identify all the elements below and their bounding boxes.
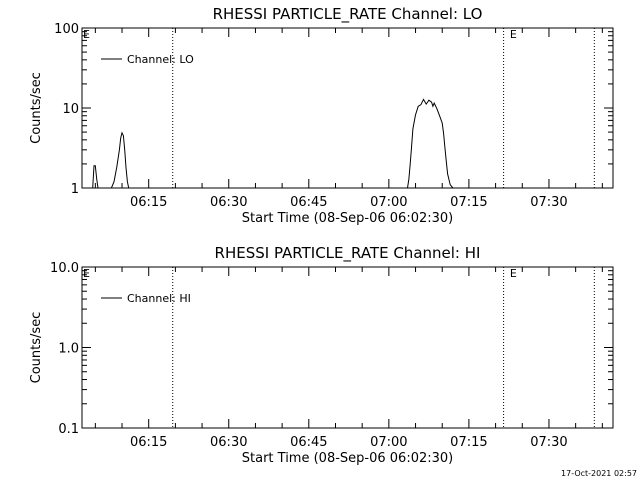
series-line-channel-lo — [92, 98, 454, 189]
x-tick-label: 07:30 — [530, 435, 567, 450]
x-tick-label: 06:45 — [290, 195, 327, 210]
x-tick-label: 06:30 — [210, 435, 247, 450]
eclipse-marker: E — [83, 28, 90, 41]
x-tick-label: 06:30 — [210, 195, 247, 210]
x-tick-label: 07:00 — [370, 435, 407, 450]
x-tick-label: 06:45 — [290, 435, 327, 450]
x-tick-label: 07:30 — [530, 195, 567, 210]
chart-title: RHESSI PARTICLE_RATE Channel: HI — [215, 244, 481, 263]
eclipse-marker: E — [510, 267, 517, 280]
plot-frame — [81, 27, 614, 189]
legend-entry: Channel: LO — [127, 53, 194, 66]
legend-entry: Channel: HI — [127, 292, 191, 305]
eclipse-marker: E — [83, 267, 90, 280]
x-tick-label: 06:15 — [130, 435, 167, 450]
y-tick-label: 10.0 — [50, 261, 79, 276]
chart-title: RHESSI PARTICLE_RATE Channel: LO — [213, 5, 483, 24]
x-axis-label: Start Time (08-Sep-06 06:02:30) — [242, 451, 453, 466]
y-tick-label: 100 — [54, 22, 79, 37]
y-axis-label: Counts/sec — [29, 312, 44, 384]
x-tick-label: 06:15 — [130, 195, 167, 210]
y-tick-label: 1 — [71, 182, 79, 197]
footer-timestamp: 17-Oct-2021 02:57 — [561, 469, 637, 478]
x-tick-label: 07:00 — [370, 195, 407, 210]
x-tick-label: 07:15 — [450, 435, 487, 450]
y-axis-label: Counts/sec — [29, 72, 44, 144]
y-tick-label: 0.1 — [58, 422, 79, 437]
y-tick-label: 10 — [62, 102, 79, 117]
x-axis-label: Start Time (08-Sep-06 06:02:30) — [242, 211, 453, 226]
x-tick-label: 07:15 — [450, 195, 487, 210]
y-tick-label: 1.0 — [58, 342, 79, 357]
eclipse-marker: E — [510, 28, 517, 41]
